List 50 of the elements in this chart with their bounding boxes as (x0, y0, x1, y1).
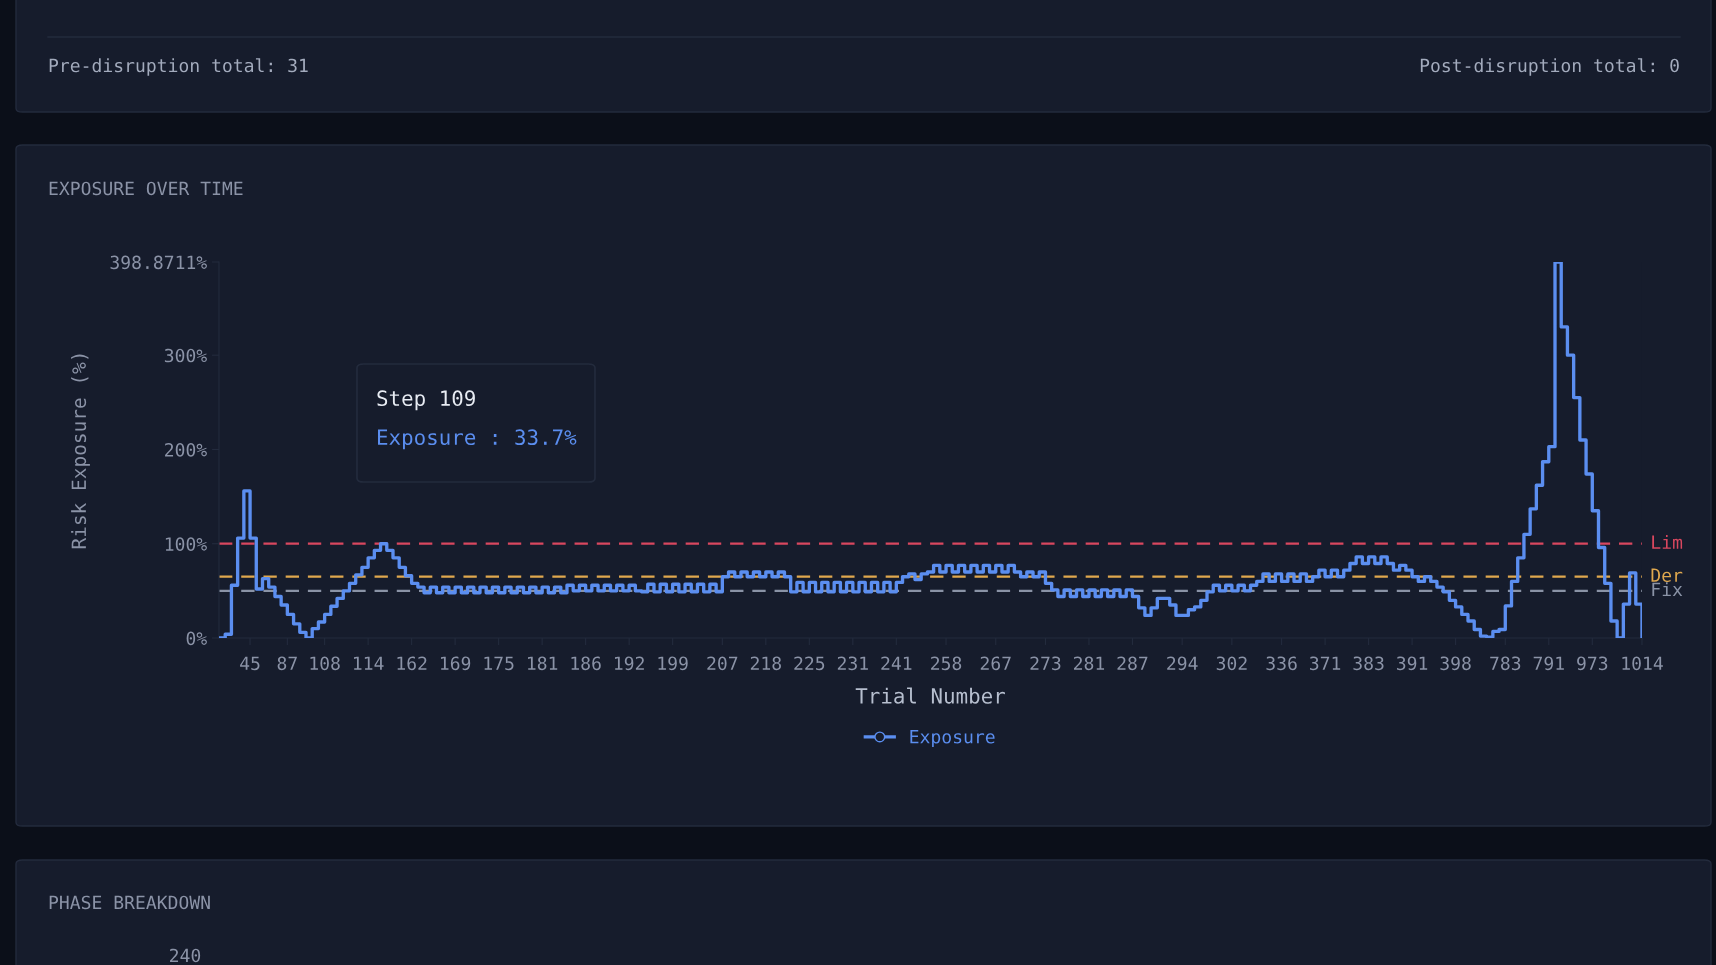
x-tick-label: 783 (1490, 656, 1521, 671)
text: Pre-disruption total: 31 (49, 58, 308, 76)
x-tick-label: 231 (837, 656, 868, 671)
x-tick-label: 175 (484, 656, 514, 671)
x-tick-label: 398 (1440, 656, 1471, 671)
x-tick-label: 241 (881, 656, 912, 670)
y-axis-title: Risk Exposure (%) (71, 354, 90, 549)
x-tick-label: 287 (1117, 656, 1148, 671)
x-tick-label: 1014 (1622, 656, 1663, 671)
x-tick-label: 162 (397, 656, 427, 671)
x-tick-label: 186 (571, 656, 601, 671)
x-tick-label: 192 (614, 656, 644, 671)
chart-title: EXPOSURE OVER TIME (49, 181, 243, 196)
ref-line-label: Fix (1652, 582, 1683, 596)
text: 240 (170, 948, 201, 963)
x-tick-label: 302 (1216, 656, 1247, 671)
x-tick-label: 225 (794, 656, 825, 671)
text: PHASE BREAKDOWN (49, 895, 210, 910)
x-tick-label: 87 (277, 656, 297, 671)
x-axis-title: Trial Number (855, 687, 1005, 704)
annotation: Exposure : 33.7% (378, 429, 577, 450)
y-tick-label: 100% (165, 537, 207, 551)
x-tick-label: 199 (658, 656, 688, 671)
x-tick-label: 383 (1353, 656, 1384, 671)
x-tick-label: 258 (931, 656, 962, 671)
x-tick-label: 114 (354, 656, 384, 670)
x-tick-label: 181 (527, 656, 558, 671)
x-tick-label: 391 (1396, 656, 1428, 671)
ref-line-label: Der (1651, 568, 1683, 583)
y-tick-label: 398.8711% (110, 255, 207, 270)
x-tick-label: 207 (707, 656, 738, 671)
y-tick-label: 0% (186, 631, 207, 646)
ref-line-label: Lim (1652, 535, 1683, 549)
x-tick-label: 791 (1533, 656, 1564, 671)
x-tick-label: 273 (1030, 656, 1061, 671)
y-tick-label: 300% (164, 348, 207, 363)
x-tick-label: 281 (1073, 656, 1105, 671)
x-tick-label: 267 (980, 656, 1011, 671)
x-tick-label: 371 (1309, 656, 1341, 671)
x-tick-label: 45 (240, 656, 260, 671)
annotation: Step 109 (377, 390, 475, 411)
legend-label: Exposure (910, 730, 995, 748)
x-tick-label: 108 (310, 656, 340, 671)
x-tick-label: 336 (1266, 656, 1297, 671)
x-tick-label: 973 (1577, 656, 1608, 671)
x-tick-label: 169 (441, 656, 471, 671)
y-tick-label: 200% (165, 442, 207, 457)
text: Post-disruption total: 0 (1420, 58, 1679, 76)
x-tick-label: 294 (1167, 656, 1198, 671)
x-tick-label: 218 (750, 656, 781, 671)
